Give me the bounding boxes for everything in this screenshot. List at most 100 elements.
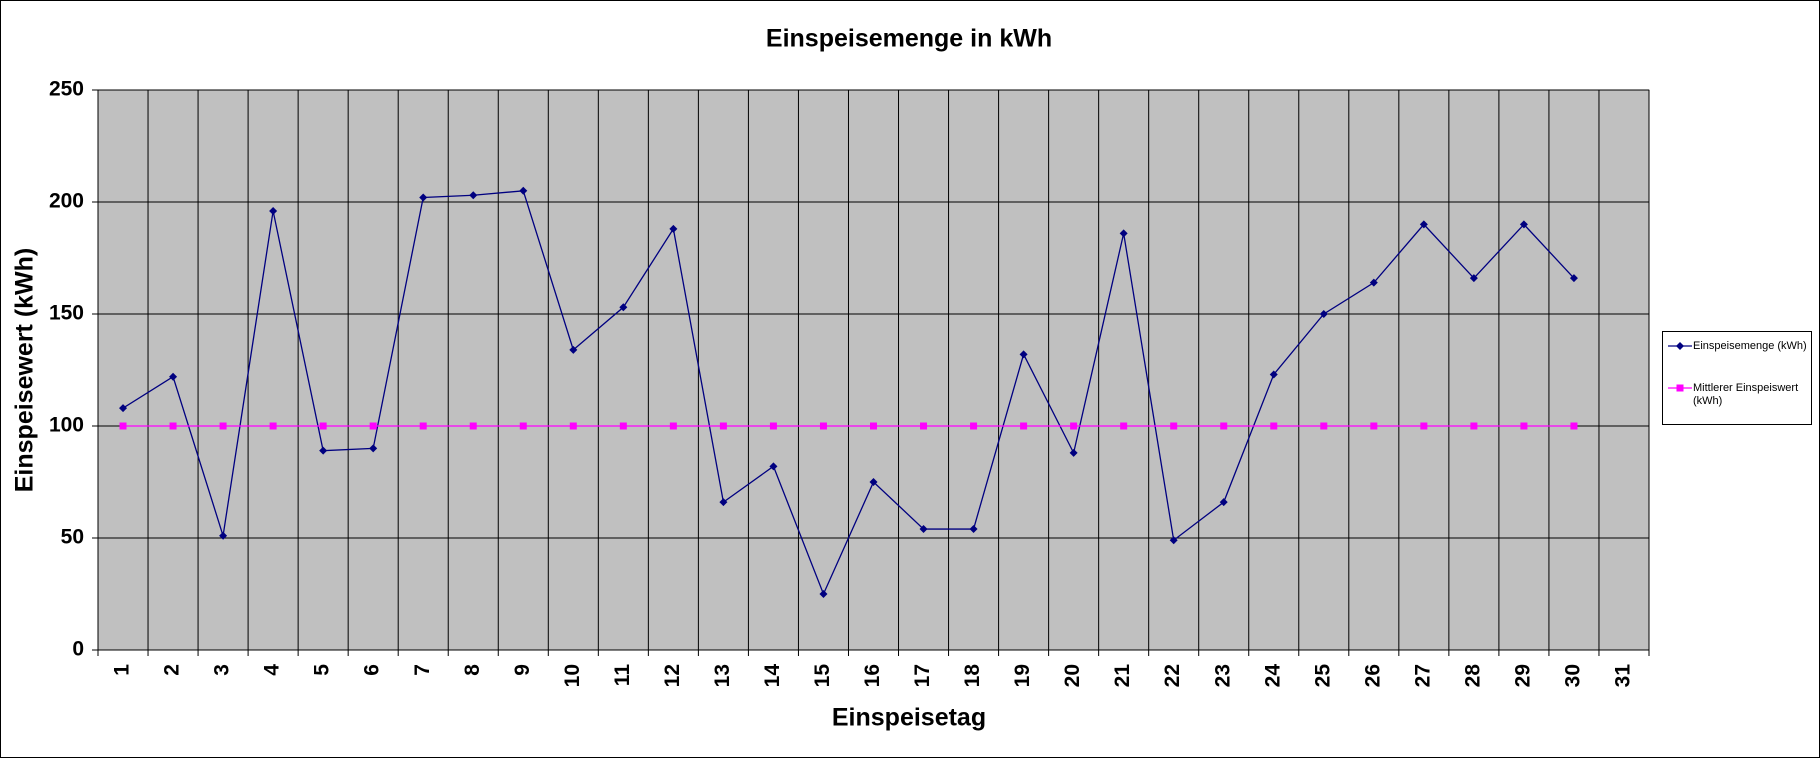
x-tick-label: 20 <box>1061 664 1084 687</box>
data-point <box>1019 350 1028 359</box>
series-line <box>122 190 1575 596</box>
data-point <box>669 422 677 430</box>
data-point <box>469 191 478 200</box>
legend-entry: Einspeisemenge (kWh) <box>1667 340 1813 353</box>
data-point <box>1219 498 1228 507</box>
x-axis-label: Einspeisetag <box>832 704 986 732</box>
data-point <box>719 498 728 507</box>
data-point <box>119 404 128 413</box>
data-point <box>319 446 328 455</box>
x-tick-label: 17 <box>911 664 934 687</box>
data-point <box>970 422 978 430</box>
data-point <box>269 206 278 215</box>
x-tick-label: 4 <box>261 664 284 676</box>
data-point <box>919 525 928 534</box>
data-point <box>1120 422 1128 430</box>
x-tick-label: 30 <box>1561 664 1584 687</box>
data-point <box>1369 278 1378 287</box>
x-tick-label: 26 <box>1361 664 1384 687</box>
legend-entry: Mittlerer Einspeiswert (kWh) <box>1667 382 1813 408</box>
data-point <box>1169 536 1178 545</box>
y-axis-label: Einspeisewert (kWh) <box>11 248 39 493</box>
data-point <box>1570 422 1578 430</box>
x-tick-label: 9 <box>511 664 534 676</box>
data-point <box>969 525 978 534</box>
legend-icon <box>1668 342 1692 350</box>
data-point <box>219 531 228 540</box>
data-point <box>1470 422 1478 430</box>
data-point <box>619 303 628 312</box>
data-point <box>1119 229 1128 238</box>
data-point <box>1320 422 1328 430</box>
data-point <box>869 478 878 486</box>
x-tick-label: 18 <box>961 664 984 688</box>
data-point <box>369 422 377 430</box>
data-point <box>1069 448 1078 457</box>
x-tick-label: 8 <box>461 664 484 676</box>
data-point <box>1170 422 1178 430</box>
data-point <box>419 193 428 202</box>
data-point <box>369 444 378 453</box>
x-tick-label: 29 <box>1511 664 1534 687</box>
data-point <box>569 345 578 354</box>
data-point <box>119 422 127 430</box>
y-tick-label: 150 <box>49 302 84 325</box>
y-tick-label: 50 <box>61 526 84 549</box>
x-tick-label: 27 <box>1411 664 1434 687</box>
data-point <box>769 462 778 471</box>
x-tick-label: 7 <box>411 664 434 676</box>
data-point <box>1220 422 1228 430</box>
data-point <box>819 422 827 430</box>
data-point <box>1569 274 1578 283</box>
data-point <box>569 422 577 430</box>
data-point <box>1070 422 1078 430</box>
x-tick-label: 12 <box>661 664 684 687</box>
legend-label: Mittlerer Einspeiswert (kWh) <box>1693 382 1799 407</box>
plot-area <box>97 89 1650 651</box>
data-point <box>1370 422 1378 430</box>
x-tick-label: 21 <box>1111 664 1134 688</box>
legend-marker <box>1676 384 1684 392</box>
data-point <box>169 422 177 430</box>
data-point <box>1520 422 1528 430</box>
chart-title: Einspeisemenge in kWh <box>766 25 1052 53</box>
data-point <box>469 422 477 430</box>
data-point <box>519 422 527 430</box>
data-point <box>1420 422 1428 430</box>
legend-marker <box>1676 342 1684 350</box>
data-point <box>1020 422 1028 430</box>
y-tick-label: 0 <box>72 638 84 661</box>
x-tick-label: 23 <box>1211 664 1234 687</box>
x-tick-label: 3 <box>211 664 234 676</box>
x-tick-label: 15 <box>811 664 834 688</box>
data-point <box>619 422 627 430</box>
legend: Einspeisemenge (kWh) Mittlerer Einspeiswe… <box>1662 331 1812 425</box>
x-tick-label: 11 <box>611 664 634 687</box>
x-tick-label: 1 <box>111 664 134 676</box>
data-point <box>319 422 327 430</box>
x-tick-label: 13 <box>711 664 734 687</box>
data-point <box>1469 274 1478 283</box>
data-point <box>719 422 727 430</box>
data-point <box>769 422 777 430</box>
x-tick-label: 24 <box>1261 664 1284 688</box>
x-tick-label: 6 <box>361 664 384 676</box>
data-point <box>1519 220 1528 229</box>
data-point <box>419 422 427 430</box>
x-tick-label: 10 <box>561 664 584 687</box>
x-tick-label: 28 <box>1461 664 1484 688</box>
data-point <box>819 590 828 598</box>
x-tick-label: 22 <box>1161 664 1184 687</box>
x-tick-label: 16 <box>861 664 884 687</box>
data-point <box>870 422 877 430</box>
data-point <box>1319 310 1328 318</box>
x-tick-label: 25 <box>1311 664 1334 688</box>
x-tick-label: 31 <box>1612 664 1635 688</box>
x-tick-label: 2 <box>161 664 184 676</box>
data-point <box>1419 220 1428 229</box>
x-tick-label: 5 <box>311 664 334 676</box>
data-point <box>1270 422 1278 430</box>
y-tick-label: 200 <box>49 190 84 213</box>
